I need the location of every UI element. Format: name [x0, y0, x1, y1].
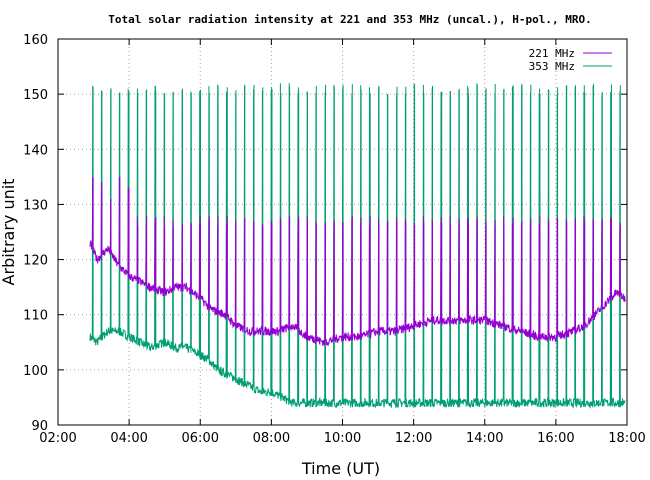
chart-title: Total solar radiation intensity at 221 a… [108, 13, 591, 26]
y-tick-label: 150 [23, 88, 48, 103]
x-tick-label: 04:00 [110, 431, 147, 446]
series-line [89, 83, 626, 409]
y-tick-label: 130 [23, 198, 48, 213]
y-tick-label: 90 [31, 419, 48, 434]
series-353-mhz [89, 83, 626, 409]
y-tick-label: 100 [23, 364, 48, 379]
plot-frame [57, 38, 628, 426]
x-tick-label: 12:00 [395, 431, 432, 446]
axis-ticks: 90 100 110 120 130 140 150 160 02:00 04:00 06:00 08… [23, 33, 646, 446]
x-tick-label: 06:00 [182, 431, 219, 446]
series-221-mhz [89, 176, 626, 346]
x-tick-label: 02:00 [39, 431, 76, 446]
series-line [89, 176, 626, 346]
x-tick-label: 10:00 [324, 431, 361, 446]
x-tick-label: 14:00 [466, 431, 503, 446]
y-tick-label: 140 [23, 143, 48, 158]
x-tick-label: 18:00 [608, 431, 645, 446]
x-tick-label: 08:00 [253, 431, 290, 446]
y-tick-label: 110 [23, 309, 48, 324]
y-axis-label: Arbitrary unit [0, 179, 18, 286]
y-tick-label: 120 [23, 254, 48, 269]
x-axis-label: Time (UT) [301, 459, 380, 478]
x-tick-label: 16:00 [537, 431, 574, 446]
legend-label: 221 MHz [529, 47, 575, 60]
y-tick-label: 160 [23, 33, 48, 48]
series-layer [89, 83, 626, 409]
legend-label: 353 MHz [529, 60, 575, 73]
